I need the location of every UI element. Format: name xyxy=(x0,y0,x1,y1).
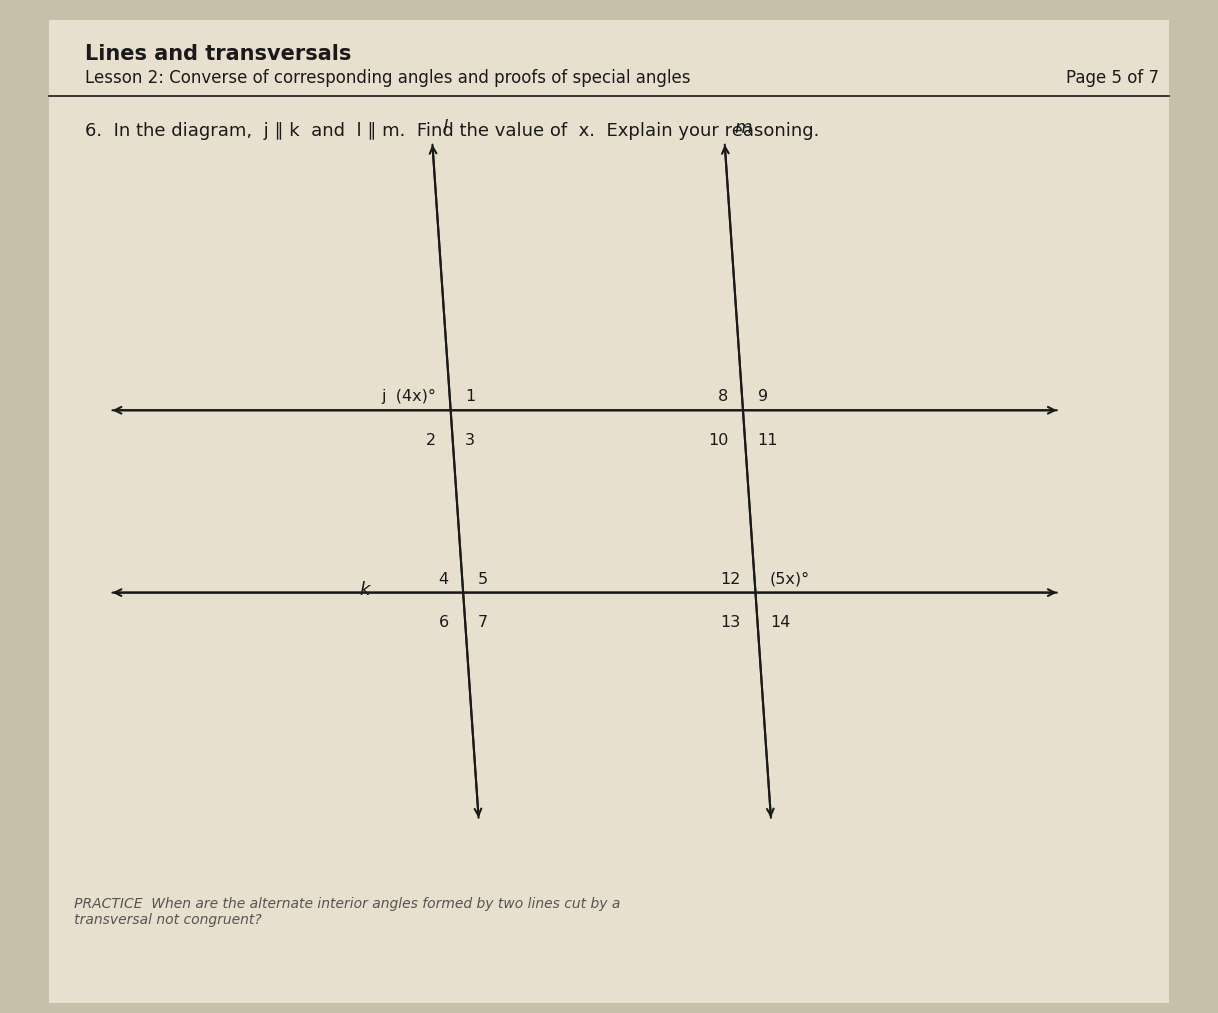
Text: l: l xyxy=(442,119,447,137)
Text: 6.  In the diagram,  j ∥ k  and  l ∥ m.  Find the value of  x.  Explain your rea: 6. In the diagram, j ∥ k and l ∥ m. Find… xyxy=(85,122,820,140)
Text: 3: 3 xyxy=(465,433,475,448)
Text: Page 5 of 7: Page 5 of 7 xyxy=(1066,69,1158,87)
Text: 12: 12 xyxy=(721,571,741,587)
Text: k: k xyxy=(359,580,370,599)
Text: 11: 11 xyxy=(758,433,778,448)
Text: 1: 1 xyxy=(465,389,475,404)
Text: 2: 2 xyxy=(426,433,436,448)
Text: 10: 10 xyxy=(708,433,728,448)
Text: j  (4x)°: j (4x)° xyxy=(381,389,436,404)
Text: 13: 13 xyxy=(721,615,741,630)
Text: (5x)°: (5x)° xyxy=(770,571,810,587)
Text: 14: 14 xyxy=(770,615,790,630)
Text: 9: 9 xyxy=(758,389,767,404)
Text: PRACTICE  When are the alternate interior angles formed by two lines cut by a
  : PRACTICE When are the alternate interior… xyxy=(61,897,620,927)
Text: Lesson 2: Converse of corresponding angles and proofs of special angles: Lesson 2: Converse of corresponding angl… xyxy=(85,69,691,87)
Text: 8: 8 xyxy=(719,389,728,404)
Text: 7: 7 xyxy=(477,615,488,630)
FancyBboxPatch shape xyxy=(49,20,1169,1003)
Text: m: m xyxy=(734,119,752,137)
Text: 5: 5 xyxy=(477,571,488,587)
Text: Lines and transversals: Lines and transversals xyxy=(85,44,352,64)
Text: 6: 6 xyxy=(438,615,448,630)
Text: 4: 4 xyxy=(438,571,448,587)
